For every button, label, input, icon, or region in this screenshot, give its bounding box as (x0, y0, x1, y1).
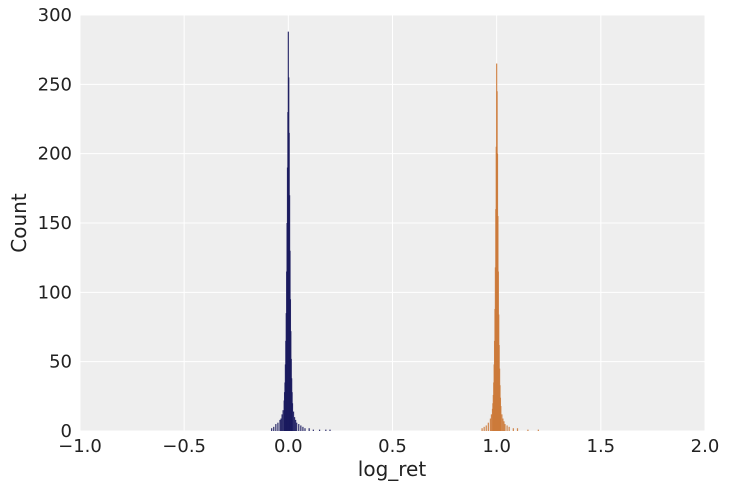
histogram-bar (304, 428, 306, 431)
x-tick-label: −1.0 (58, 436, 102, 457)
histogram-bar (271, 428, 273, 431)
histogram-bar (280, 418, 282, 431)
histogram-bar (282, 410, 284, 431)
x-tick-label: 1.0 (482, 436, 511, 457)
histogram-bar (293, 417, 296, 431)
histogram-bar (537, 429, 539, 431)
histogram-bar (291, 403, 294, 431)
histogram-bar (501, 414, 503, 431)
y-tick-labels: 0 50 100 150 200 250 300 (38, 5, 72, 442)
histogram-bar (279, 419, 281, 431)
histogram-bar (275, 424, 277, 431)
histogram-bar (296, 422, 298, 431)
histogram-bar (489, 418, 492, 431)
x-tick-label: 1.5 (587, 436, 616, 457)
histogram-bar (298, 424, 300, 431)
histogram-bar (516, 428, 519, 431)
y-tick-label: 0 (61, 421, 72, 442)
histogram-bar (490, 414, 493, 431)
histogram-bar (325, 429, 327, 431)
y-tick-label: 300 (38, 5, 72, 26)
histogram-bar (500, 406, 502, 431)
x-tick-label: 2.0 (691, 436, 720, 457)
histogram-bar (503, 421, 505, 431)
histogram-bar (485, 425, 487, 431)
y-tick-label: 250 (38, 74, 72, 95)
histogram-bar (483, 426, 485, 431)
histogram-bar (512, 428, 514, 431)
histogram-bar (506, 425, 508, 431)
histogram-bar (502, 418, 504, 431)
y-tick-label: 50 (49, 352, 72, 373)
x-tick-label: 0.0 (274, 436, 303, 457)
histogram-bar (329, 429, 331, 431)
x-axis-label: log_ret (358, 457, 427, 481)
histogram-bar (302, 426, 304, 431)
x-tick-labels: −1.0 −0.5 0.0 0.5 1.0 1.5 2.0 (58, 436, 719, 457)
histogram-bar (308, 428, 310, 431)
y-tick-label: 200 (38, 144, 72, 165)
histogram-bar (295, 419, 297, 431)
y-axis-label: Count (7, 193, 31, 253)
x-tick-label: 0.5 (378, 436, 407, 457)
histogram-bars (271, 31, 539, 432)
y-tick-label: 100 (38, 282, 72, 303)
y-tick-label: 150 (38, 213, 72, 234)
histogram-bar (487, 422, 489, 431)
histogram-bar (318, 429, 321, 431)
histogram-bar (508, 426, 510, 431)
histogram-bar (281, 414, 283, 431)
histogram-bar (273, 426, 275, 431)
histogram-bar (312, 429, 314, 431)
histogram-bar (277, 422, 279, 431)
histogram-bar (300, 425, 302, 431)
histogram-bar (504, 424, 506, 431)
x-tick-label: −0.5 (162, 436, 206, 457)
histogram-bar (527, 429, 529, 431)
histogram-bar (481, 428, 483, 431)
histogram-bar (292, 411, 295, 431)
